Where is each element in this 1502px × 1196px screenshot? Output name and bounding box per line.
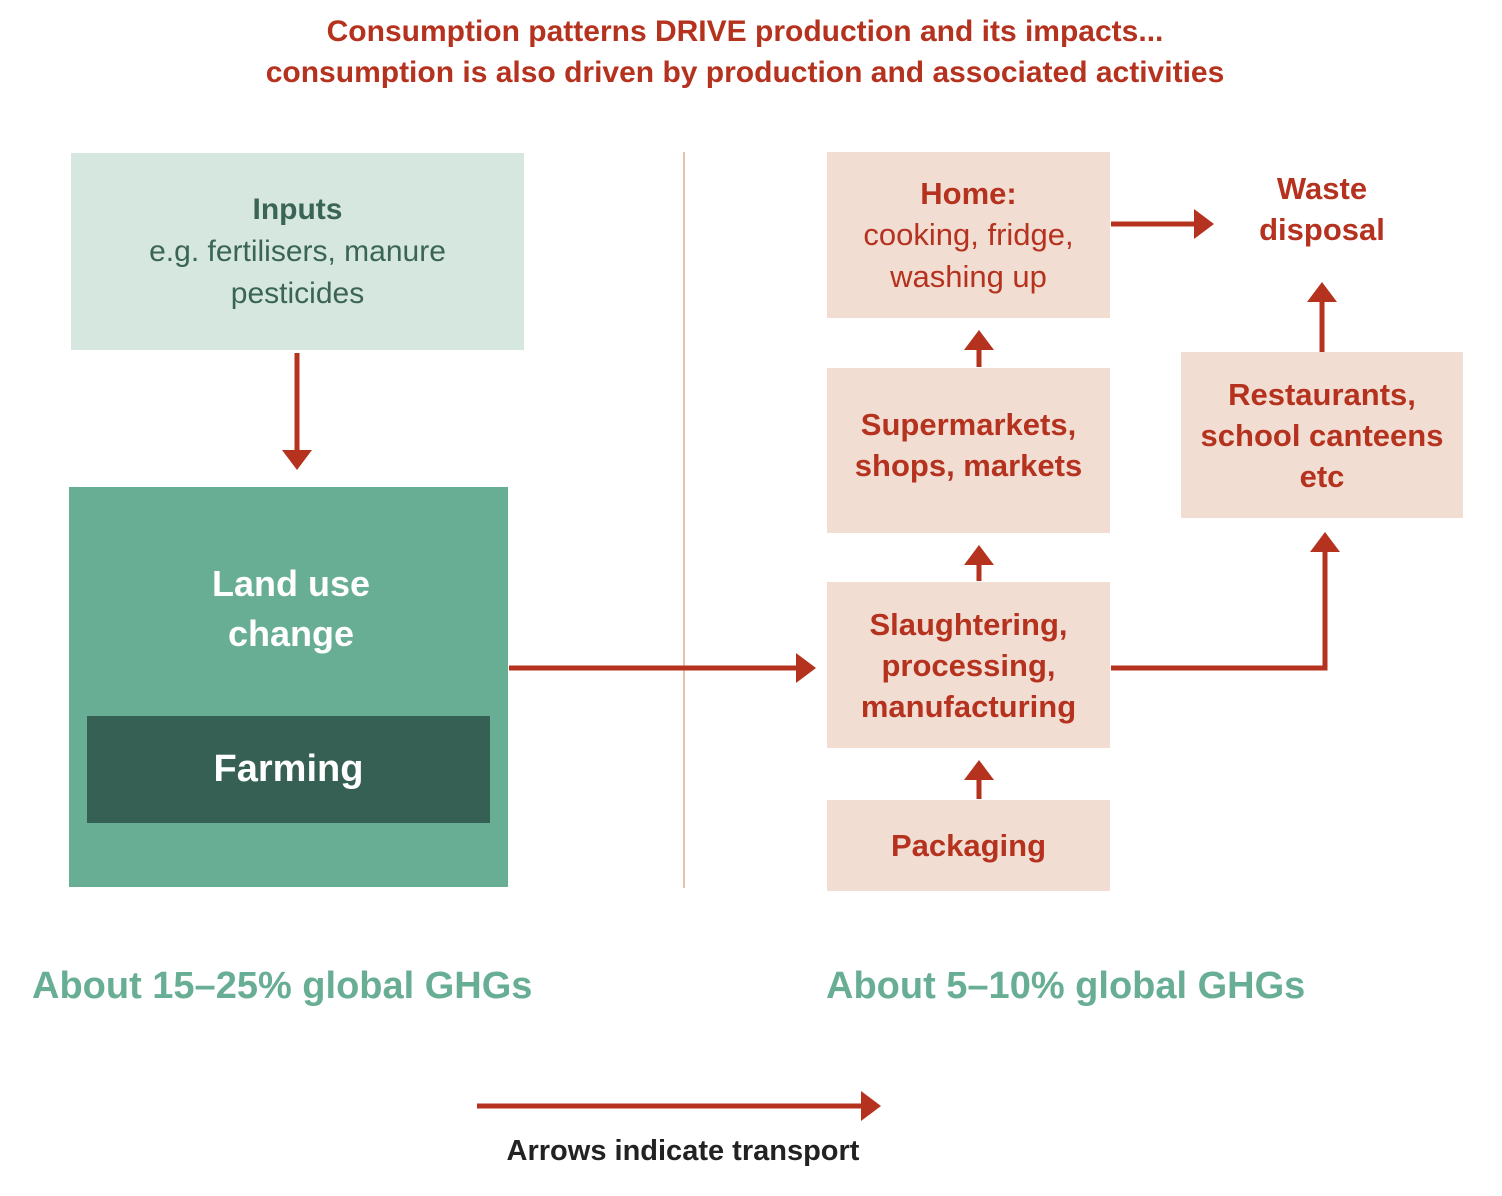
packaging-label: Packaging [890, 828, 1047, 863]
land-use-line-2: change [227, 613, 355, 654]
farming-box: Farming [87, 716, 490, 823]
processing-box: Slaughtering, processing, manufacturing [827, 582, 1110, 748]
inputs-heading: Inputs [252, 192, 343, 226]
title-line-2: consumption is also driven by production… [265, 56, 1225, 89]
supermarkets-line-2: shops, markets [854, 448, 1083, 483]
waste-line-1: Waste [1276, 171, 1368, 206]
supermarkets-line-1: Supermarkets, [860, 407, 1077, 442]
farming-label: Farming [213, 748, 364, 790]
waste-line-2: disposal [1259, 212, 1385, 247]
production-ghg-label: About 15–25% global GHGs [32, 965, 533, 1007]
restaurants-line-3: etc [1299, 458, 1345, 494]
legend-label: Arrows indicate transport [506, 1135, 860, 1167]
land-use-line-1: Land use [211, 563, 371, 604]
home-line-2: washing up [890, 258, 1047, 294]
packaging-box: Packaging [827, 800, 1110, 891]
title-line-1: Consumption patterns DRIVE production an… [326, 15, 1164, 48]
restaurants-box: Restaurants, school canteens etc [1181, 352, 1463, 518]
home-line-1: cooking, fridge, [863, 216, 1074, 252]
supermarkets-box: Supermarkets, shops, markets [827, 368, 1110, 533]
consumption-ghg-label: About 5–10% global GHGs [826, 965, 1306, 1007]
processing-line-3: manufacturing [860, 688, 1077, 724]
inputs-box: Inputs e.g. fertilisers, manure pesticid… [71, 153, 524, 350]
processing-line-2: processing, [881, 647, 1056, 683]
arrow-processing-to-restaurants [1111, 532, 1340, 671]
restaurants-line-1: Restaurants, [1228, 376, 1416, 412]
restaurants-line-2: school canteens [1200, 417, 1444, 453]
processing-line-1: Slaughtering, [869, 606, 1068, 642]
inputs-line-2: pesticides [230, 276, 365, 310]
inputs-line-1: e.g. fertilisers, manure [149, 234, 446, 268]
waste-disposal-label: Waste disposal [1200, 168, 1444, 252]
land-use-change-box: Land use change Farming [69, 487, 508, 887]
home-box: Home: cooking, fridge, washing up [827, 152, 1110, 318]
home-heading: Home: [920, 175, 1017, 211]
